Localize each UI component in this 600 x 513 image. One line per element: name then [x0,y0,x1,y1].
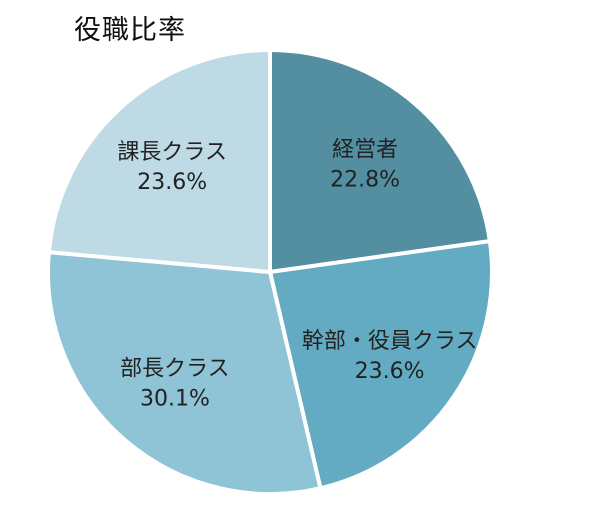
slice-category-label: 課長クラス [117,140,227,165]
slice-value-label: 23.6% [137,170,207,195]
slice-section-heads [46,48,272,274]
slice-value-label: 23.6% [355,359,425,384]
slice-value-label: 30.1% [140,386,210,411]
slice-category-label: 部長クラス [120,356,230,381]
slice-executives [268,48,492,274]
slice-department-heads [46,250,323,496]
pie-labels: 経営者 22.8% 幹部・役員クラス 23.6% 部長クラス 30.1% 課長クラス 23.6… [117,138,477,412]
slice-value-label: 22.8% [330,168,400,193]
slice-category-label: 幹部・役員クラス [302,329,478,354]
pie-slices [46,48,494,496]
slice-officers [268,239,494,491]
chart-title: 役職比率 [74,15,186,46]
slice-category-label: 経営者 [332,138,398,163]
